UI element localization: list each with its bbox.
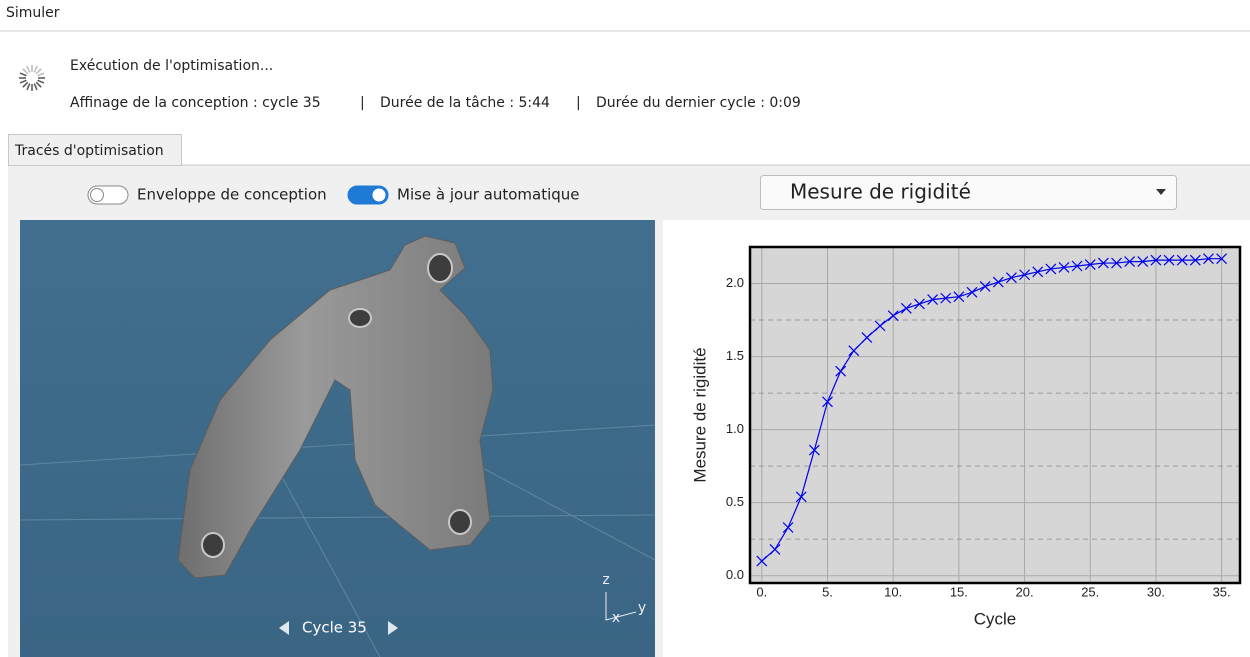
tab-label[interactable]: Tracés d'optimisation bbox=[14, 143, 164, 159]
x-axis-label: Cycle bbox=[974, 609, 1017, 628]
separator: | bbox=[360, 95, 365, 111]
x-tick-label: 5. bbox=[822, 584, 833, 599]
status-detail: Durée de la tâche : 5:44 bbox=[380, 95, 550, 111]
status-detail: Affinage de la conception : cycle 35 bbox=[70, 95, 321, 111]
chart: 0. 5. 10. 15. 20. 25. 30. 35. 0.0 0.5 1.0 1.5 2.0 Cyc… bbox=[690, 247, 1240, 628]
viewport bbox=[20, 220, 655, 657]
triad-label: y bbox=[638, 600, 646, 616]
x-tick-label: 25. bbox=[1081, 584, 1099, 599]
separator: | bbox=[576, 95, 581, 111]
x-tick-label: 0. bbox=[756, 584, 767, 599]
y-tick-label: 1.5 bbox=[726, 348, 744, 363]
app-window: Simuler Exécution de l'optimisation... A… bbox=[0, 0, 1250, 657]
window-title: Simuler bbox=[6, 5, 60, 21]
x-tick-label: 10. bbox=[884, 584, 902, 599]
x-tick-label: 20. bbox=[1016, 584, 1034, 599]
y-tick-label: 2.0 bbox=[726, 275, 744, 290]
y-tick-label: 0.0 bbox=[726, 567, 744, 582]
toggle-label: Mise à jour automatique bbox=[397, 186, 580, 204]
status-detail: Durée du dernier cycle : 0:09 bbox=[596, 95, 801, 111]
cycle-label: Cycle 35 bbox=[302, 619, 367, 637]
triad-label: z bbox=[602, 572, 609, 588]
y-axis-label: Mesure de rigidité bbox=[690, 347, 709, 482]
status-heading: Exécution de l'optimisation... bbox=[70, 58, 273, 74]
toggle-knob[interactable] bbox=[373, 189, 386, 202]
x-tick-label: 30. bbox=[1147, 584, 1165, 599]
triad-label: x bbox=[612, 610, 620, 626]
toggle-label: Enveloppe de conception bbox=[137, 186, 327, 204]
x-tick-label: 15. bbox=[950, 584, 968, 599]
y-tick-label: 0.5 bbox=[726, 494, 744, 509]
x-tick-label: 35. bbox=[1213, 584, 1231, 599]
dropdown-value[interactable]: Mesure de rigidité bbox=[790, 180, 971, 204]
y-tick-label: 1.0 bbox=[726, 421, 744, 436]
page: Simuler Exécution de l'optimisation... A… bbox=[0, 0, 1250, 657]
toggle-knob[interactable] bbox=[91, 189, 104, 202]
